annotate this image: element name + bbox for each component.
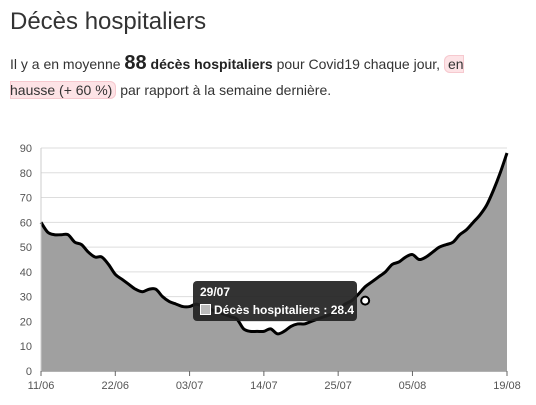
x-tick-label: 14/07 (250, 380, 278, 392)
x-tick-label: 19/08 (493, 380, 521, 392)
summary-prefix: Il y a en moyenne (10, 56, 121, 72)
summary-suffix: par rapport à la semaine dernière. (120, 82, 332, 98)
y-tick-label: 30 (20, 292, 32, 304)
y-tick-label: 0 (26, 366, 32, 378)
series-area (41, 152, 507, 371)
y-tick-label: 80 (20, 168, 32, 180)
x-tick-label: 03/07 (176, 380, 204, 392)
y-tick-label: 90 (20, 143, 32, 155)
metric-label: décès hospitaliers (150, 56, 273, 72)
x-tick-label: 22/06 (102, 380, 130, 392)
tooltip-value: 28.4 (330, 303, 355, 317)
highlighted-point[interactable] (360, 295, 371, 306)
x-tick-label: 05/08 (399, 380, 427, 392)
tooltip-series-label: Décès hospitaliers (214, 303, 321, 317)
y-tick-label: 60 (20, 217, 32, 229)
tooltip-row: Décès hospitaliers : 28.4 (200, 303, 354, 317)
x-tick-label: 25/07 (324, 380, 352, 392)
chart-tooltip: 29/07 Décès hospitaliers : 28.4 (193, 281, 357, 321)
average-value: 88 (124, 52, 147, 74)
y-tick-label: 20 (20, 316, 32, 328)
summary-middle: pour Covid19 chaque jour, (276, 56, 441, 72)
x-tick-label: 11/06 (28, 380, 55, 392)
y-tick-label: 50 (20, 242, 32, 254)
tooltip-date: 29/07 (200, 285, 231, 299)
y-tick-label: 70 (20, 193, 32, 205)
summary-text: Il y a en moyenne 88 décès hospitaliers … (10, 50, 510, 103)
y-tick-label: 40 (20, 267, 32, 279)
chart-title: Décès hospitaliers (10, 8, 207, 35)
series-line (39, 152, 509, 336)
tooltip-swatch-icon (200, 304, 211, 315)
y-tick-label: 10 (20, 341, 32, 353)
